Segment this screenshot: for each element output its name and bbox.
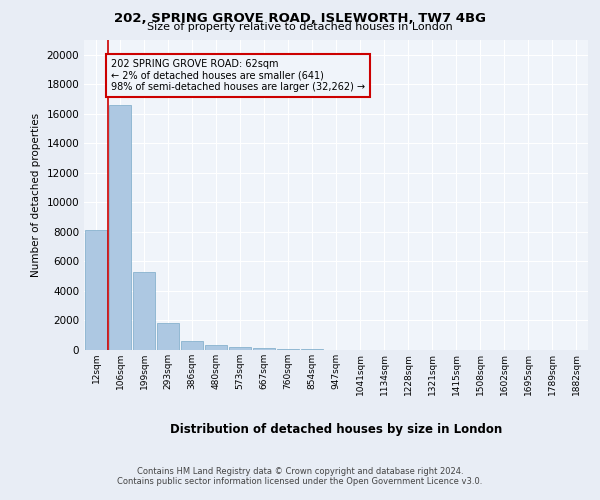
- Bar: [229, 347, 251, 350]
- Bar: [85, 230, 107, 350]
- Y-axis label: Number of detached properties: Number of detached properties: [31, 113, 41, 277]
- Text: Contains HM Land Registry data © Crown copyright and database right 2024.: Contains HM Land Registry data © Crown c…: [137, 468, 463, 476]
- Bar: [205, 345, 227, 350]
- Text: Contains public sector information licensed under the Open Government Licence v3: Contains public sector information licen…: [118, 478, 482, 486]
- Text: Size of property relative to detached houses in London: Size of property relative to detached ho…: [147, 22, 453, 32]
- Text: Distribution of detached houses by size in London: Distribution of detached houses by size …: [170, 422, 502, 436]
- Bar: [109, 105, 131, 350]
- Text: 202 SPRING GROVE ROAD: 62sqm
← 2% of detached houses are smaller (641)
98% of se: 202 SPRING GROVE ROAD: 62sqm ← 2% of det…: [111, 59, 365, 92]
- Text: 202, SPRING GROVE ROAD, ISLEWORTH, TW7 4BG: 202, SPRING GROVE ROAD, ISLEWORTH, TW7 4…: [114, 12, 486, 26]
- Bar: [133, 272, 155, 350]
- Bar: [253, 348, 275, 350]
- Bar: [277, 349, 299, 350]
- Bar: [157, 324, 179, 350]
- Bar: [181, 341, 203, 350]
